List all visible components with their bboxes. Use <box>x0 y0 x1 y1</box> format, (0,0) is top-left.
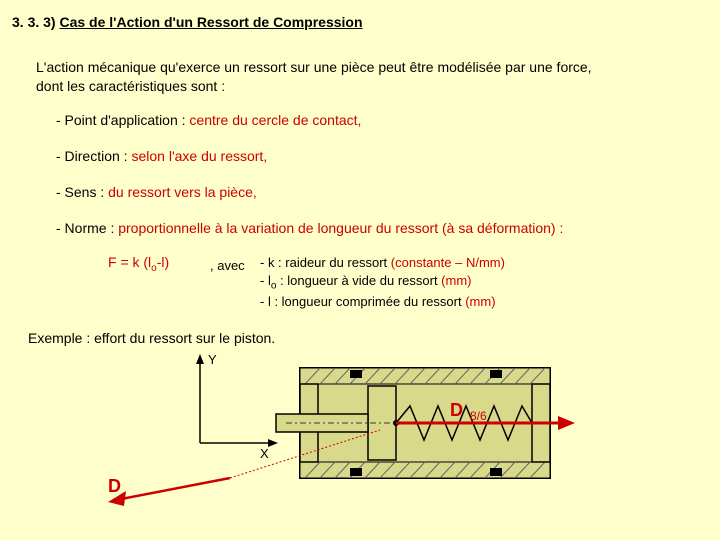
bullet-direction: - Direction : selon l'axe du ressort, <box>56 148 267 164</box>
section-heading: 3. 3. 3) Cas de l'Action d'un Ressort de… <box>12 14 363 30</box>
formula-text: F = k (lo-l) <box>108 254 169 274</box>
bullet-value: selon l'axe du ressort, <box>131 148 267 164</box>
def-k: - k : raideur du ressort (constante – N/… <box>260 254 505 272</box>
def-k-unit: (constante – N/mm) <box>391 255 505 270</box>
bullet-value: proportionnelle à la variation de longue… <box>118 220 563 236</box>
bolt-bottom-right <box>490 468 502 476</box>
bullet-norme: - Norme : proportionnelle à la variation… <box>56 220 696 236</box>
piston-diagram: Y X <box>90 348 610 528</box>
def-lo-pre: - l <box>260 273 271 288</box>
example-label: Exemple : effort du ressort sur le pisto… <box>28 330 275 346</box>
bullet-sens: - Sens : du ressort vers la pièce, <box>56 184 257 200</box>
y-axis-arrow <box>196 354 204 364</box>
def-l-unit: (mm) <box>465 294 495 309</box>
section-number: 3. 3. 3) <box>12 14 56 30</box>
formula-avec: , avec <box>210 258 245 273</box>
x-axis-label: X <box>260 446 269 461</box>
x-axis-arrow <box>268 439 278 447</box>
bolt-top-left <box>350 370 362 378</box>
bullet-label: - Sens : <box>56 184 108 200</box>
d-point-label: D <box>108 476 121 496</box>
def-l: - l : longueur comprimée du ressort (mm) <box>260 293 505 311</box>
bullet-label: - Direction : <box>56 148 131 164</box>
d-point-arrow-line <box>116 478 230 500</box>
bullet-value: centre du cercle de contact, <box>189 112 361 128</box>
force-label-86: 8/6 <box>470 409 487 423</box>
def-lo-unit: (mm) <box>441 273 471 288</box>
bullet-label: - Norme : <box>56 220 118 236</box>
bolt-top-right <box>490 370 502 378</box>
bullet-point-application: - Point d'application : centre du cercle… <box>56 112 361 128</box>
y-axis-label: Y <box>208 352 217 367</box>
section-title-text: Cas de l'Action d'un Ressort de Compress… <box>59 14 362 30</box>
formula-left: F = k (l <box>108 254 151 270</box>
formula-right: -l) <box>157 254 169 270</box>
def-lo-mid: : longueur à vide du ressort <box>276 273 441 288</box>
bullet-value: du ressort vers la pièce, <box>108 184 257 200</box>
def-l-text: - l : longueur comprimée du ressort <box>260 294 465 309</box>
bullet-label: - Point d'application : <box>56 112 189 128</box>
def-lo: - lo : longueur à vide du ressort (mm) <box>260 272 505 293</box>
force-label-d: D <box>450 400 463 420</box>
diagram-svg: Y X <box>90 348 610 528</box>
bolt-bottom-left <box>350 468 362 476</box>
intro-paragraph: L'action mécanique qu'exerce un ressort … <box>36 58 596 96</box>
def-k-text: - k : raideur du ressort <box>260 255 391 270</box>
force-arrow-head <box>558 416 575 430</box>
definitions-block: - k : raideur du ressort (constante – N/… <box>260 254 505 310</box>
